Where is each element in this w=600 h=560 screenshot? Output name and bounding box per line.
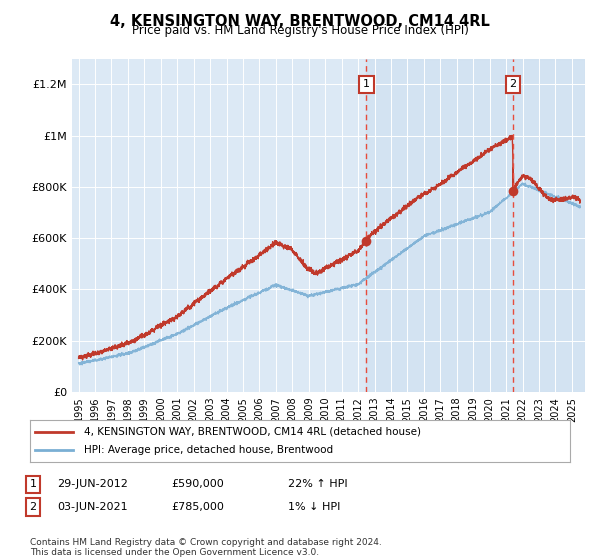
Text: 29-JUN-2012: 29-JUN-2012 <box>57 479 128 489</box>
Text: 4, KENSINGTON WAY, BRENTWOOD, CM14 4RL: 4, KENSINGTON WAY, BRENTWOOD, CM14 4RL <box>110 14 490 29</box>
Text: £590,000: £590,000 <box>171 479 224 489</box>
Text: 2: 2 <box>509 80 517 90</box>
Text: 1% ↓ HPI: 1% ↓ HPI <box>288 502 340 512</box>
Bar <box>366 59 585 392</box>
Text: 1: 1 <box>29 479 37 489</box>
Text: £785,000: £785,000 <box>171 502 224 512</box>
Text: 03-JUN-2021: 03-JUN-2021 <box>57 502 128 512</box>
Text: Contains HM Land Registry data © Crown copyright and database right 2024.
This d: Contains HM Land Registry data © Crown c… <box>30 538 382 557</box>
Text: HPI: Average price, detached house, Brentwood: HPI: Average price, detached house, Bren… <box>84 445 333 455</box>
Text: 4, KENSINGTON WAY, BRENTWOOD, CM14 4RL (detached house): 4, KENSINGTON WAY, BRENTWOOD, CM14 4RL (… <box>84 427 421 437</box>
Text: 22% ↑ HPI: 22% ↑ HPI <box>288 479 347 489</box>
Text: 1: 1 <box>362 80 370 90</box>
Text: Price paid vs. HM Land Registry's House Price Index (HPI): Price paid vs. HM Land Registry's House … <box>131 24 469 36</box>
Text: 2: 2 <box>29 502 37 512</box>
